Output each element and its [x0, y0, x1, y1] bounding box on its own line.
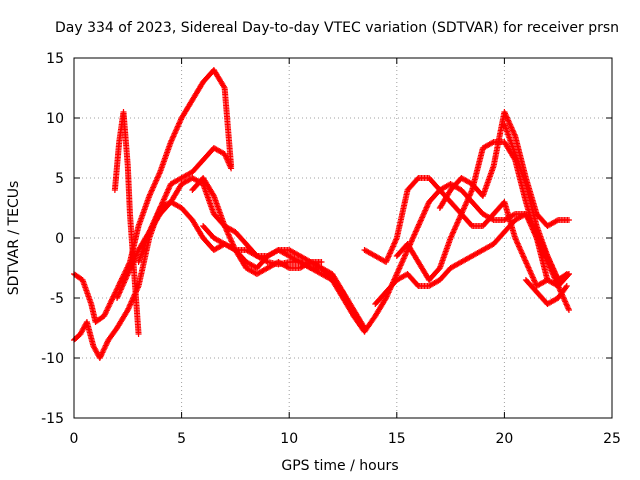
data-point	[553, 217, 560, 224]
data-point	[101, 345, 108, 352]
x-axis-label: GPS time / hours	[281, 458, 398, 474]
x-tick-label: 25	[603, 431, 621, 447]
data-point	[565, 307, 572, 313]
data-point	[100, 348, 107, 355]
data-point	[284, 264, 291, 271]
data-point	[562, 271, 569, 278]
x-tick-label: 5	[177, 431, 186, 447]
data-point	[97, 353, 104, 360]
series-arc-3	[111, 109, 142, 337]
data-point	[102, 342, 109, 349]
series-arc-7	[200, 223, 325, 265]
data-point	[100, 346, 107, 353]
series-arc-13	[522, 277, 570, 307]
data-point	[563, 283, 570, 289]
data-point	[306, 258, 313, 265]
series-arc-5	[135, 199, 368, 331]
data-point	[489, 139, 496, 146]
data-point	[107, 300, 114, 307]
data-point	[252, 252, 259, 259]
y-tick-label: -5	[50, 291, 64, 307]
data-point	[105, 304, 112, 311]
x-tick-label: 20	[495, 431, 513, 447]
data-point	[101, 313, 108, 319]
y-axis-label: SDTVAR / TECUs	[6, 181, 22, 296]
data-point	[101, 311, 108, 318]
data-point	[103, 307, 110, 314]
data-point	[96, 355, 103, 361]
x-tick-labels: 0 5 10 15 20 25	[70, 431, 621, 447]
y-tick-label: 10	[46, 111, 64, 127]
data-point	[103, 308, 110, 315]
data-point	[231, 246, 238, 253]
data-point	[99, 349, 106, 356]
series-arc-6	[189, 175, 368, 335]
data-point	[510, 211, 517, 218]
x-tick-label: 0	[70, 431, 79, 447]
data-point	[98, 350, 105, 357]
data-point	[563, 271, 570, 277]
data-point	[135, 331, 142, 337]
data-point	[106, 301, 113, 308]
data-point	[318, 259, 325, 265]
y-tick-label: 0	[55, 231, 64, 247]
y-tick-label: -10	[41, 351, 64, 367]
data-point	[108, 297, 115, 304]
series-arc-2	[71, 145, 235, 361]
grid-lines	[74, 58, 612, 418]
data-point	[103, 341, 110, 348]
data-point	[102, 310, 109, 317]
y-tick-label: -15	[41, 411, 64, 427]
y-tick-label: 5	[55, 171, 64, 187]
series-arc-1	[71, 67, 235, 325]
series-arc-11	[436, 109, 572, 229]
x-tick-label: 15	[388, 431, 406, 447]
series-arc-4	[114, 175, 572, 335]
y-tick-labels: -15 -10 -5 0 5 10 15	[41, 51, 64, 427]
data-point	[210, 191, 217, 198]
axis-ticks	[73, 57, 613, 419]
y-tick-label: 15	[46, 51, 64, 67]
series-arc-12	[501, 121, 570, 283]
data-point	[361, 328, 368, 335]
data-point	[98, 352, 105, 359]
series-arc-8	[361, 175, 551, 289]
data-points	[71, 67, 572, 361]
data-point	[274, 247, 281, 254]
data-point	[228, 165, 235, 172]
data-point	[562, 284, 569, 291]
chart-title: Day 334 of 2023, Sidereal Day-to-day VTE…	[55, 20, 619, 36]
x-tick-label: 10	[280, 431, 298, 447]
data-point	[102, 343, 109, 350]
data-point	[565, 217, 572, 223]
data-point	[109, 296, 116, 303]
data-point	[105, 303, 112, 310]
data-point	[104, 339, 111, 346]
data-point	[107, 299, 114, 306]
data-point	[104, 306, 111, 313]
data-point	[360, 327, 367, 334]
data-point	[220, 83, 227, 90]
